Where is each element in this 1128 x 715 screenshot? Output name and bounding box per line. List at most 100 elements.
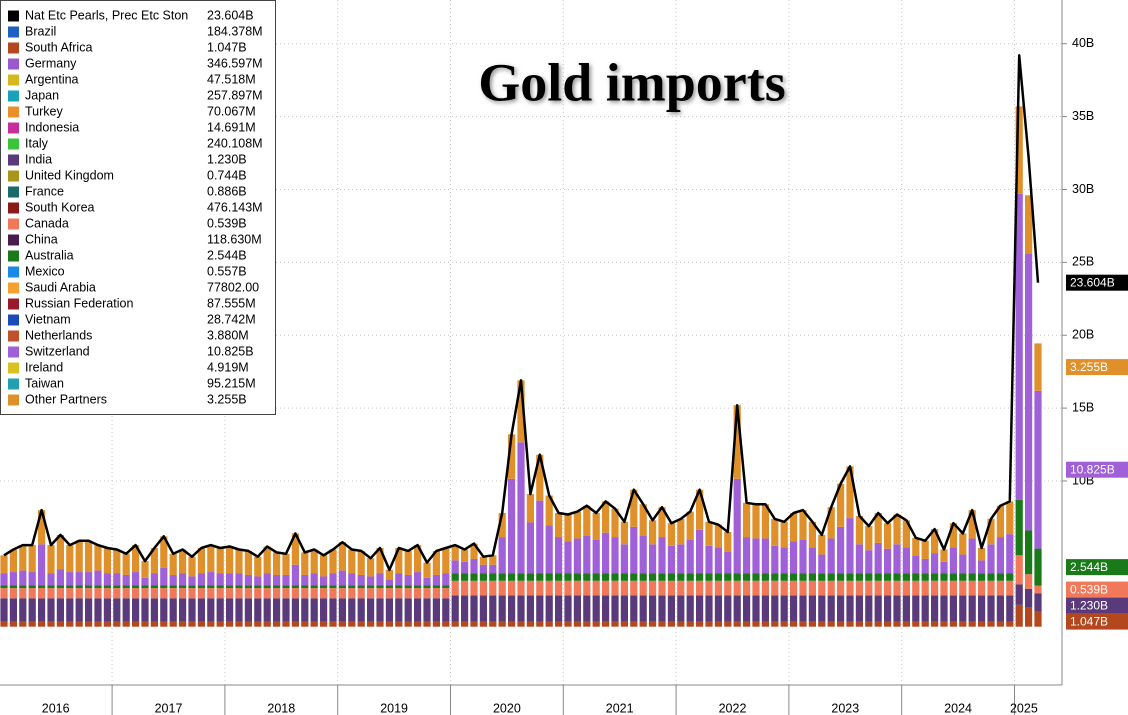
bar-segment xyxy=(310,573,318,586)
bar-segment xyxy=(66,598,74,622)
bar-segment xyxy=(855,515,863,545)
bar-segment xyxy=(874,542,882,574)
bar-segment xyxy=(931,595,939,622)
bar-segment xyxy=(752,504,760,539)
legend-swatch xyxy=(8,250,19,262)
legend-name: Other Partners xyxy=(25,392,107,406)
legend-swatch xyxy=(8,42,19,54)
bar-segment xyxy=(179,588,187,599)
bar-segment xyxy=(733,580,741,596)
bar-segment xyxy=(320,585,328,589)
bar-segment xyxy=(724,531,732,552)
bar-segment xyxy=(310,598,318,622)
bar-segment xyxy=(658,573,666,581)
bar-segment xyxy=(282,621,290,627)
bar-segment xyxy=(508,621,516,627)
bar-segment xyxy=(188,598,196,622)
bar-segment xyxy=(216,588,224,599)
bar-segment xyxy=(949,547,957,574)
bar-segment xyxy=(545,621,553,627)
bar-segment xyxy=(818,580,826,596)
bar-segment xyxy=(865,621,873,627)
bar-segment xyxy=(630,621,638,627)
value-tag xyxy=(1066,359,1128,376)
bar-segment xyxy=(667,573,675,581)
bar-segment xyxy=(197,585,205,589)
bar-segment xyxy=(329,598,337,622)
bar-segment xyxy=(583,595,591,622)
bar-segment xyxy=(592,573,600,581)
bar-segment xyxy=(649,580,657,596)
bar-segment xyxy=(555,537,563,574)
bar-segment xyxy=(677,595,685,622)
bar-segment xyxy=(808,547,816,574)
bar-segment xyxy=(620,573,628,581)
bar-segment xyxy=(489,595,497,622)
bar-segment xyxy=(602,532,610,574)
bar-segment xyxy=(291,585,299,589)
bar-segment xyxy=(818,534,826,555)
bar-segment xyxy=(385,569,393,580)
bar-segment xyxy=(846,621,854,627)
bar-segment xyxy=(348,621,356,627)
bar-segment xyxy=(385,579,393,586)
bar-segment xyxy=(197,598,205,622)
bar-segment xyxy=(75,598,83,622)
bar-segment xyxy=(808,573,816,581)
bar-segment xyxy=(122,621,130,627)
bar-segment xyxy=(188,585,196,589)
bar-segment xyxy=(620,621,628,627)
legend-name: Canada xyxy=(25,216,69,230)
bar-segment xyxy=(291,621,299,627)
bar-segment xyxy=(414,585,422,589)
legend-name: Switzerland xyxy=(25,344,90,358)
x-tick-label: 2023 xyxy=(831,701,859,715)
bar-segment xyxy=(498,513,506,538)
bar-segment xyxy=(404,550,412,575)
bar-segment xyxy=(837,526,845,574)
legend-name: Italy xyxy=(25,136,49,150)
bar-segment xyxy=(743,595,751,622)
legend-name: Australia xyxy=(25,248,74,262)
bar-segment xyxy=(743,537,751,574)
bar-segment xyxy=(884,548,892,574)
bar-segment xyxy=(461,561,469,574)
bar-segment xyxy=(724,621,732,627)
bar-segment xyxy=(714,595,722,622)
bar-segment xyxy=(320,621,328,627)
bar-segment xyxy=(188,556,196,577)
bar-segment xyxy=(367,585,375,589)
value-tag xyxy=(1066,613,1128,630)
bar-segment xyxy=(216,585,224,589)
bar-segment xyxy=(846,466,854,519)
legend-swatch xyxy=(8,346,19,358)
bar-segment xyxy=(1006,573,1014,581)
bar-segment xyxy=(761,580,769,596)
bar-segment xyxy=(348,598,356,622)
y-tick-label: 15B xyxy=(1072,400,1094,414)
bar-segment xyxy=(573,595,581,622)
bar-segment xyxy=(103,621,111,627)
bar-segment xyxy=(461,549,469,562)
legend-value: 2.544B xyxy=(207,248,247,262)
bar-segment xyxy=(968,595,976,622)
bar-segment xyxy=(169,598,177,622)
legend-value: 4.919M xyxy=(207,360,249,374)
bar-segment xyxy=(357,574,365,586)
bar-segment xyxy=(160,588,168,599)
bar-segment xyxy=(630,489,638,527)
bar-segment xyxy=(1015,193,1023,500)
bar-segment xyxy=(113,549,121,574)
bar-segment xyxy=(705,545,713,574)
bar-segment xyxy=(263,546,271,574)
bar-segment xyxy=(263,573,271,586)
bar-segment xyxy=(357,588,365,599)
bar-segment xyxy=(263,598,271,622)
bar-segment xyxy=(949,580,957,596)
bar-segment xyxy=(639,573,647,581)
bar-segment xyxy=(517,442,525,574)
bar-segment xyxy=(235,573,243,586)
bar-segment xyxy=(320,576,328,586)
legend-swatch xyxy=(8,74,19,86)
bar-segment xyxy=(508,478,516,574)
